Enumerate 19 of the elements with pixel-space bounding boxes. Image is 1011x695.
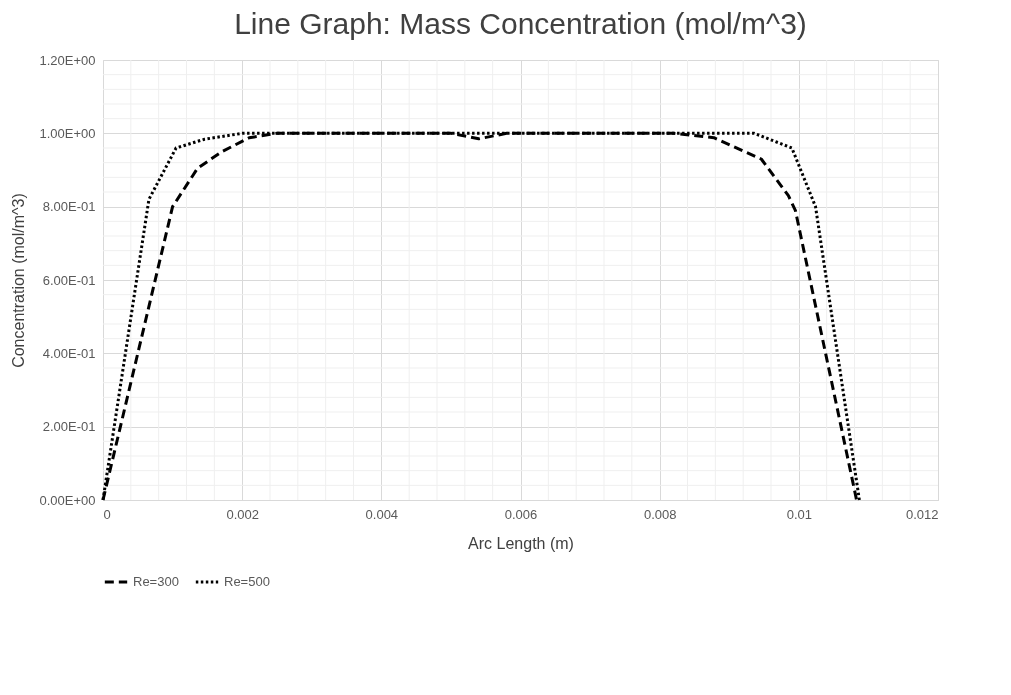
y-tick-label: 6.00E-01 <box>42 272 96 288</box>
x-tick-label: 0.004 <box>365 506 399 522</box>
x-tick-label: 0.002 <box>226 506 259 522</box>
x-tick-label: 0.008 <box>643 506 677 522</box>
y-tick-label: 1.20E+00 <box>39 52 96 68</box>
y-tick-label: 1.00E+00 <box>39 125 96 141</box>
x-tick-label: 0.01 <box>786 506 812 522</box>
y-tick-label: 0.00E+00 <box>39 492 96 508</box>
x-tick-label: 0.012 <box>905 506 939 522</box>
y-tick-label: 8.00E-01 <box>42 199 96 215</box>
y-tick-label: 4.00E-01 <box>42 345 96 361</box>
y-tick-label: 2.00E-01 <box>42 419 96 435</box>
legend-label: Re=300 <box>133 574 179 589</box>
x-tick-label: 0.006 <box>504 506 538 522</box>
x-tick-label: 0 <box>103 506 111 522</box>
y-axis-title: Concentration (mol/m^3) <box>10 193 28 368</box>
x-axis-title: Arc Length (m) <box>468 534 574 552</box>
chart-title: Line Graph: Mass Concentration (mol/m^3) <box>234 7 807 40</box>
legend-label: Re=500 <box>224 574 270 589</box>
